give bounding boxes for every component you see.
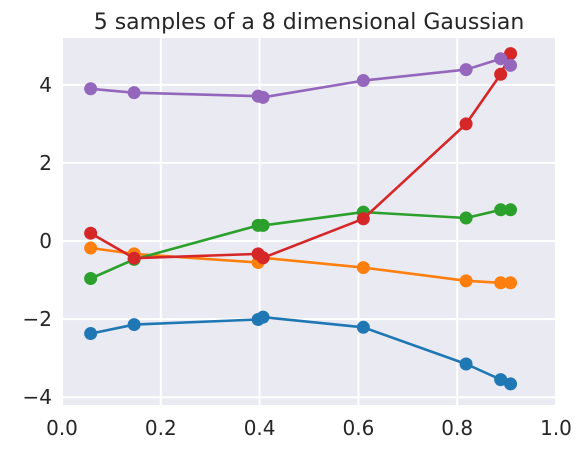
series-layer <box>84 47 518 391</box>
data-point <box>494 67 508 81</box>
data-point <box>459 63 473 77</box>
data-point <box>356 320 370 334</box>
x-tick-label: 0.8 <box>441 416 473 440</box>
data-point <box>504 203 518 217</box>
data-point <box>494 373 508 387</box>
x-tick-label: 0.6 <box>342 416 374 440</box>
data-point <box>459 274 473 288</box>
data-point <box>494 276 508 290</box>
y-tick-label: 2 <box>39 151 52 175</box>
series-line <box>90 53 512 260</box>
data-point <box>504 276 518 290</box>
data-point <box>504 377 518 391</box>
chart-title: 5 samples of a 8 dimensional Gaussian <box>94 10 525 35</box>
data-point <box>459 117 473 131</box>
data-point <box>504 47 518 61</box>
y-tick-label: 0 <box>39 229 52 253</box>
x-tick-label: 0.0 <box>46 416 78 440</box>
data-point <box>256 218 270 232</box>
data-point <box>459 211 473 225</box>
data-point <box>356 261 370 275</box>
x-tick-label: 0.2 <box>145 416 177 440</box>
series-1 <box>84 310 518 391</box>
data-point <box>494 52 508 66</box>
data-point <box>356 74 370 88</box>
data-point <box>84 327 98 341</box>
data-point <box>127 86 141 100</box>
data-point <box>84 272 98 286</box>
data-point <box>256 251 270 265</box>
data-point <box>127 251 141 265</box>
x-tick-label: 1.0 <box>540 416 572 440</box>
y-axis-ticks: −4 −2 0 2 4 <box>23 73 52 409</box>
y-tick-label: 4 <box>39 73 52 97</box>
data-point <box>459 357 473 371</box>
data-point <box>84 82 98 96</box>
series-5 <box>84 52 518 104</box>
data-point <box>84 241 98 255</box>
plot-area <box>62 38 556 405</box>
data-point <box>504 58 518 72</box>
data-point <box>127 318 141 332</box>
data-point <box>256 90 270 104</box>
data-point <box>356 212 370 226</box>
data-point <box>256 310 270 324</box>
y-tick-label: −4 <box>23 385 52 409</box>
x-tick-label: 0.4 <box>244 416 276 440</box>
series-4 <box>84 47 518 265</box>
x-axis-ticks: 0.0 0.2 0.4 0.6 0.8 1.0 <box>46 416 572 440</box>
data-point <box>84 226 98 240</box>
y-tick-label: −2 <box>23 307 52 331</box>
data-point <box>494 203 508 217</box>
